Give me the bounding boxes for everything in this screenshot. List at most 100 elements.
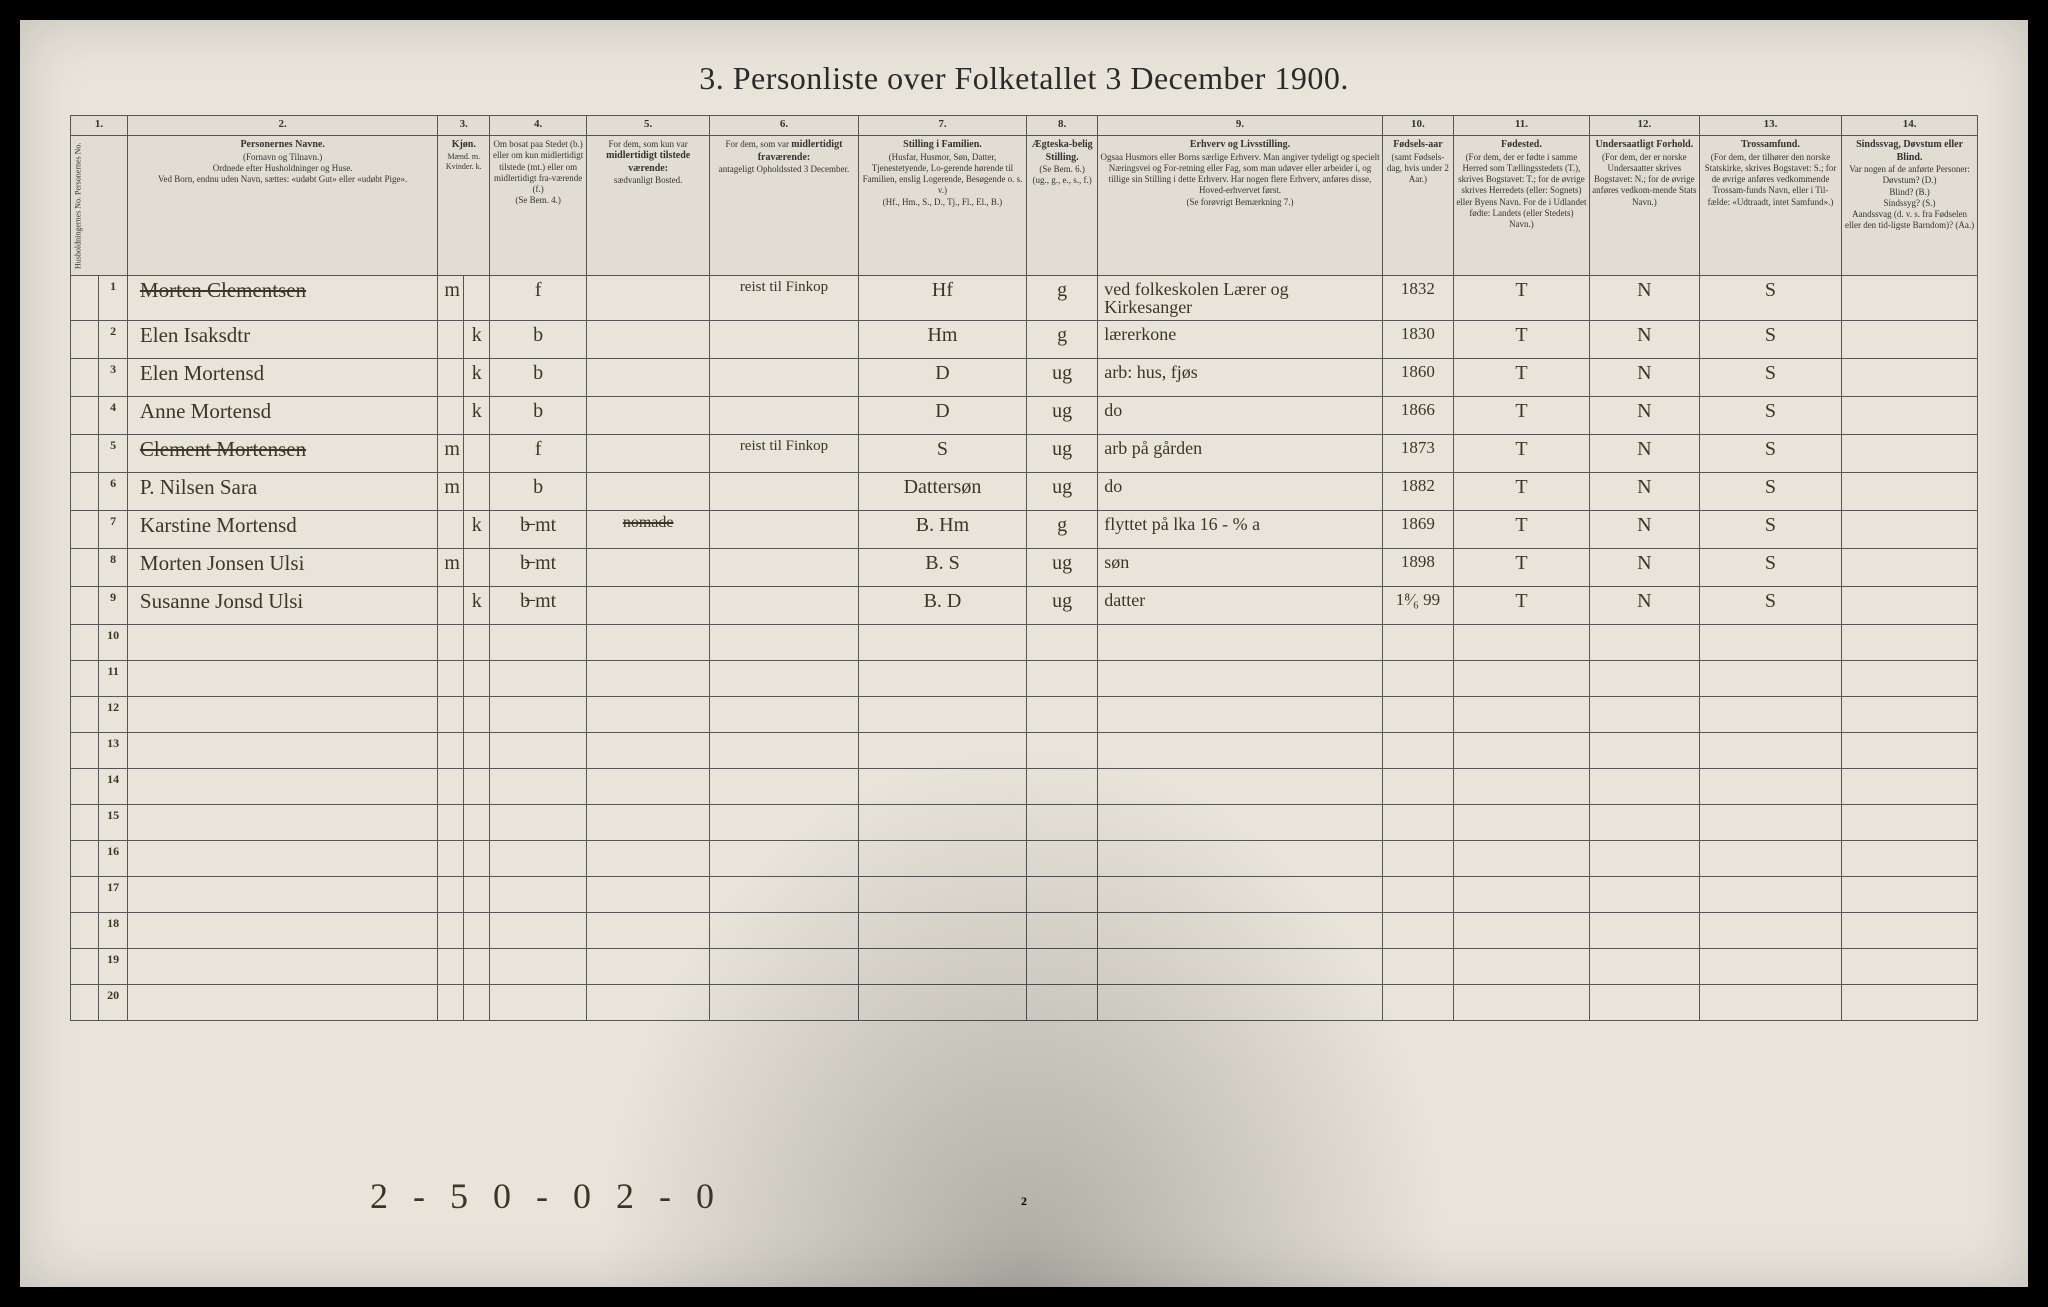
column-number-row: 1. 2. 3. 4. 5. 6. 7. 8. 9. 10. 11. 12. 1…: [71, 116, 1978, 136]
marital-status: ug: [1027, 587, 1098, 625]
sex-m: m: [438, 276, 464, 321]
household-no: [71, 321, 99, 359]
table-row: 3Elen MortensdkbDugarb: hus, fjøs1860TNS: [71, 359, 1978, 397]
sex-m: m: [438, 435, 464, 473]
birth-year: 1873: [1382, 435, 1453, 473]
residence: b: [490, 321, 587, 359]
religion: S: [1699, 473, 1841, 511]
col-num-2: 2.: [127, 116, 438, 136]
nationality: N: [1589, 276, 1699, 321]
nationality: N: [1589, 359, 1699, 397]
col-num-7: 7.: [858, 116, 1026, 136]
household-no: [71, 511, 99, 549]
person-no: 14: [99, 769, 127, 805]
residence: b: [490, 397, 587, 435]
person-no: 16: [99, 841, 127, 877]
table-row-empty: 20: [71, 985, 1978, 1021]
person-name: Anne Mortensd: [127, 397, 438, 435]
household-no: [71, 276, 99, 321]
sex-m: [438, 587, 464, 625]
footer-annotation: 2 - 5 0 - 0 2 - 0: [370, 1175, 722, 1217]
birth-year: 1860: [1382, 359, 1453, 397]
disability: [1842, 435, 1978, 473]
disability: [1842, 321, 1978, 359]
disability: [1842, 397, 1978, 435]
residence: b: [490, 473, 587, 511]
marital-status: ug: [1027, 397, 1098, 435]
header-7: Stilling i Familien.(Husfar, Husmor, Søn…: [858, 136, 1026, 276]
occupation: do: [1098, 473, 1383, 511]
family-position: B. S: [858, 549, 1026, 587]
household-no: [71, 913, 99, 949]
header-4: Om bosat paa Stedet (b.) eller om kun mi…: [490, 136, 587, 276]
temp-absent-place: [710, 359, 859, 397]
marital-status: g: [1027, 511, 1098, 549]
sex-k: k: [464, 511, 490, 549]
header-8: Ægteska-belig Stilling.(Se Bem. 6.)(ug.,…: [1027, 136, 1098, 276]
temp-present-home: [587, 435, 710, 473]
household-no: [71, 625, 99, 661]
sex-k: k: [464, 359, 490, 397]
sex-k: [464, 473, 490, 511]
occupation: lærerkone: [1098, 321, 1383, 359]
header-12: Undersaatligt Forhold.(For dem, der er n…: [1589, 136, 1699, 276]
religion: S: [1699, 276, 1841, 321]
birthplace: T: [1454, 321, 1590, 359]
temp-absent-place: [710, 473, 859, 511]
birthplace: T: [1454, 397, 1590, 435]
marital-status: ug: [1027, 435, 1098, 473]
table-row-empty: 13: [71, 733, 1978, 769]
temp-absent-place: [710, 511, 859, 549]
household-no: [71, 733, 99, 769]
col-num-13: 13.: [1699, 116, 1841, 136]
header-11: Fødested.(For dem, der er fødte i samme …: [1454, 136, 1590, 276]
header-14: Sindssvag, Døvstum eller Blind.Var nogen…: [1842, 136, 1978, 276]
table-row-empty: 18: [71, 913, 1978, 949]
household-no: [71, 435, 99, 473]
occupation: ved folkeskolen Lærer og Kirkesanger: [1098, 276, 1383, 321]
occupation: arb på gården: [1098, 435, 1383, 473]
religion: S: [1699, 321, 1841, 359]
col-num-3: 3.: [438, 116, 490, 136]
nationality: N: [1589, 397, 1699, 435]
marital-status: ug: [1027, 473, 1098, 511]
occupation: søn: [1098, 549, 1383, 587]
header-1: Husholdningernes No. Personernes No.: [71, 136, 128, 276]
header-10: Fødsels-aar(samt Fødsels-dag, hvis under…: [1382, 136, 1453, 276]
household-no: [71, 397, 99, 435]
household-no: [71, 473, 99, 511]
birthplace: T: [1454, 549, 1590, 587]
column-header-row: Husholdningernes No. Personernes No. Per…: [71, 136, 1978, 276]
family-position: D: [858, 359, 1026, 397]
sex-m: [438, 511, 464, 549]
table-body: 1Morten Clementsenmfreist til FinkopHfgv…: [71, 276, 1978, 1021]
nationality: N: [1589, 321, 1699, 359]
person-no: 10: [99, 625, 127, 661]
person-no: 5: [99, 435, 127, 473]
col-num-1: 1.: [71, 116, 128, 136]
temp-present-home: [587, 321, 710, 359]
residence: f: [490, 435, 587, 473]
col-num-4: 4.: [490, 116, 587, 136]
person-no: 4: [99, 397, 127, 435]
table-row: 7Karstine Mortensdkb̶ mtnomadeB. Hmgflyt…: [71, 511, 1978, 549]
header-2: Personernes Navne.(Fornavn og Tilnavn.)O…: [127, 136, 438, 276]
birthplace: T: [1454, 359, 1590, 397]
temp-present-home: nomade: [587, 511, 710, 549]
family-position: D: [858, 397, 1026, 435]
person-name: Morten Jonsen Ulsi: [127, 549, 438, 587]
birthplace: T: [1454, 473, 1590, 511]
person-no: 7: [99, 511, 127, 549]
nationality: N: [1589, 435, 1699, 473]
disability: [1842, 511, 1978, 549]
person-no: 18: [99, 913, 127, 949]
birthplace: T: [1454, 511, 1590, 549]
person-no: 3: [99, 359, 127, 397]
sex-k: k: [464, 587, 490, 625]
household-no: [71, 587, 99, 625]
residence: b̶ mt: [490, 549, 587, 587]
disability: [1842, 549, 1978, 587]
person-name: Susanne Jonsd Ulsi: [127, 587, 438, 625]
religion: S: [1699, 397, 1841, 435]
birth-year: 1830: [1382, 321, 1453, 359]
